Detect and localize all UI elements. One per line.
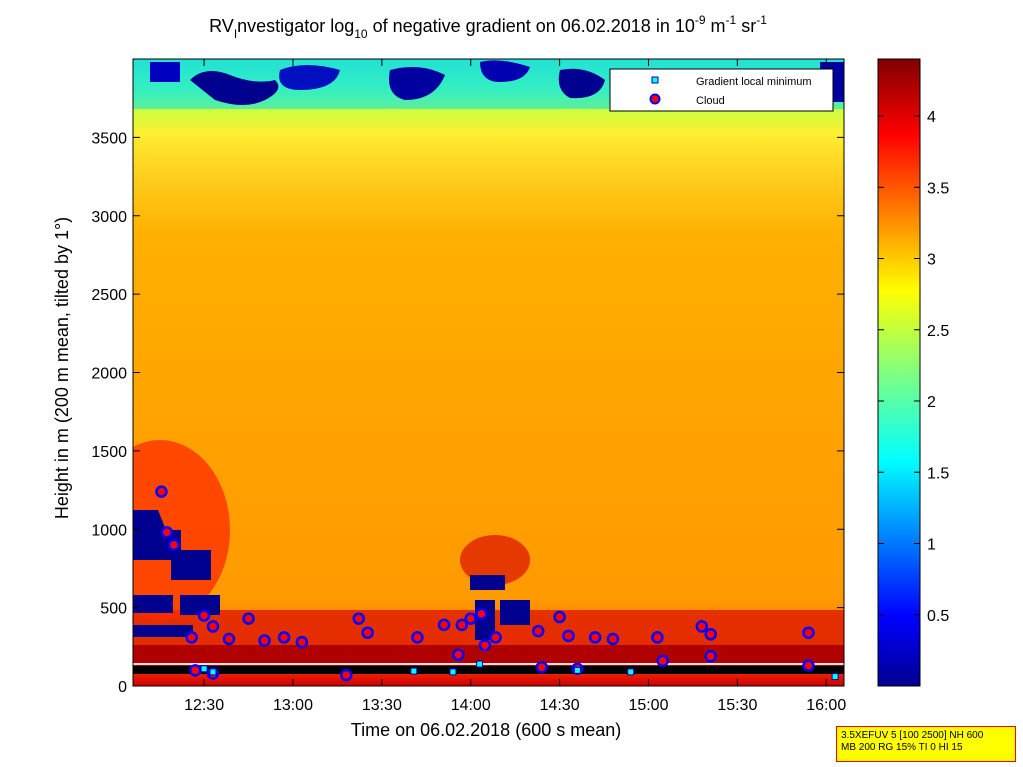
- heatmap: [133, 59, 844, 686]
- y-tick-label: 3500: [91, 130, 127, 147]
- x-tick-label: 13:30: [362, 697, 402, 714]
- colorbar-tick-label: 4: [927, 109, 936, 126]
- y-axis: 0 500 1000 1500 2000 2500 3000 3500: [91, 130, 844, 696]
- cloud-point: [553, 610, 566, 624]
- cloud-point: [340, 668, 353, 682]
- info-line-2: MB 200 RG 15% TI 0 HI 15: [841, 742, 963, 753]
- gradient-min-point: [573, 666, 581, 674]
- cloud-point: [352, 612, 365, 625]
- cloud-point: [656, 654, 669, 668]
- gradient-min-point: [627, 668, 635, 676]
- colorbar-tick-label: 2.5: [927, 323, 949, 340]
- cloud-point: [478, 638, 492, 652]
- cloud-point: [475, 607, 488, 621]
- colorbar-ticks: 0.5 1 1.5 2 2.5 3 3.5 4: [878, 109, 949, 625]
- y-tick-label: 1500: [91, 444, 127, 461]
- cloud-point: [606, 632, 620, 646]
- cloud-point: [185, 631, 198, 644]
- cloud-point: [651, 631, 664, 644]
- x-tick-label: 14:30: [540, 697, 580, 714]
- cloud-point: [197, 609, 211, 622]
- x-tick-label: 14:00: [451, 697, 491, 714]
- info-line-1: 3.5XEFUV 5 [100 2500] NH 600: [841, 730, 984, 741]
- legend-gradient-marker: [651, 76, 659, 84]
- y-tick-label: 500: [100, 601, 127, 618]
- cloud-point: [535, 660, 549, 674]
- cloud-point: [258, 634, 271, 647]
- colorbar-tick-label: 3.5: [927, 180, 949, 197]
- colorbar-tick-label: 1.5: [927, 465, 949, 482]
- cloud-point: [167, 538, 181, 552]
- x-tick-label: 12:30: [184, 697, 224, 714]
- cloud-point: [277, 631, 291, 644]
- cloud-point: [295, 635, 309, 649]
- cloud-markers: [155, 485, 815, 682]
- y-tick-label: 2500: [91, 287, 127, 304]
- legend-cloud-marker: [649, 93, 661, 105]
- cloud-point: [802, 626, 815, 639]
- cloud-point: [160, 526, 174, 539]
- cloud-point: [222, 632, 236, 646]
- cloud-point: [704, 649, 717, 663]
- chart-title: RVInvestigator log10 of negative gradien…: [209, 13, 767, 41]
- cloud-point: [206, 620, 220, 633]
- x-tick-label: 15:00: [628, 697, 668, 714]
- gradient-min-point: [209, 668, 217, 676]
- y-tick-label: 2000: [91, 366, 127, 383]
- x-tick-label: 13:00: [273, 697, 313, 714]
- cloud-point: [532, 624, 545, 638]
- gradient-min-point: [476, 660, 484, 668]
- x-axis-label: Time on 06.02.2018 (600 s mean): [351, 720, 622, 740]
- colorbar-tick-label: 0.5: [927, 608, 949, 625]
- y-axis-label: Height in m (200 m mean, tilted by 1°): [52, 217, 72, 519]
- info-box: 3.5XEFUV 5 [100 2500] NH 600 MB 200 RG 1…: [836, 726, 1016, 762]
- cloud-point: [455, 618, 469, 632]
- y-tick-label: 1000: [91, 522, 127, 539]
- cloud-point: [452, 648, 465, 661]
- cloud-point: [588, 631, 602, 644]
- x-tick-label: 15:30: [717, 697, 757, 714]
- colorbar-tick-label: 2: [927, 394, 936, 411]
- gradient-min-point: [200, 665, 208, 673]
- cloud-point: [411, 631, 424, 644]
- cloud-point: [489, 631, 502, 644]
- colorbar-tick-label: 3: [927, 252, 936, 269]
- cloud-point: [704, 628, 717, 641]
- colorbar-tick-label: 1: [927, 537, 936, 554]
- cloud-point: [188, 664, 202, 677]
- cloud-point: [361, 626, 374, 639]
- legend-gradient-label: Gradient local minimum: [696, 76, 812, 88]
- gradient-min-markers: [200, 660, 839, 681]
- x-axis: 12:30 13:00 13:30 14:00 14:30 15:00 15:30 16:00: [184, 59, 846, 714]
- y-tick-label: 0: [118, 679, 127, 696]
- legend-cloud-label: Cloud: [696, 95, 725, 107]
- cloud-point: [437, 618, 451, 632]
- cloud-point: [464, 612, 477, 625]
- colorbar: [877, 58, 921, 687]
- cloud-point: [155, 485, 168, 498]
- cloud-point: [242, 612, 255, 625]
- gradient-min-point: [831, 673, 839, 681]
- legend: Gradient local minimum Cloud: [609, 68, 834, 112]
- cloud-point: [695, 620, 709, 633]
- gradient-min-point: [449, 668, 457, 676]
- cloud-point: [802, 659, 815, 672]
- cloud-point: [562, 629, 575, 643]
- y-tick-label: 3000: [91, 209, 127, 226]
- gradient-min-point: [410, 667, 418, 675]
- x-tick-label: 16:00: [806, 697, 846, 714]
